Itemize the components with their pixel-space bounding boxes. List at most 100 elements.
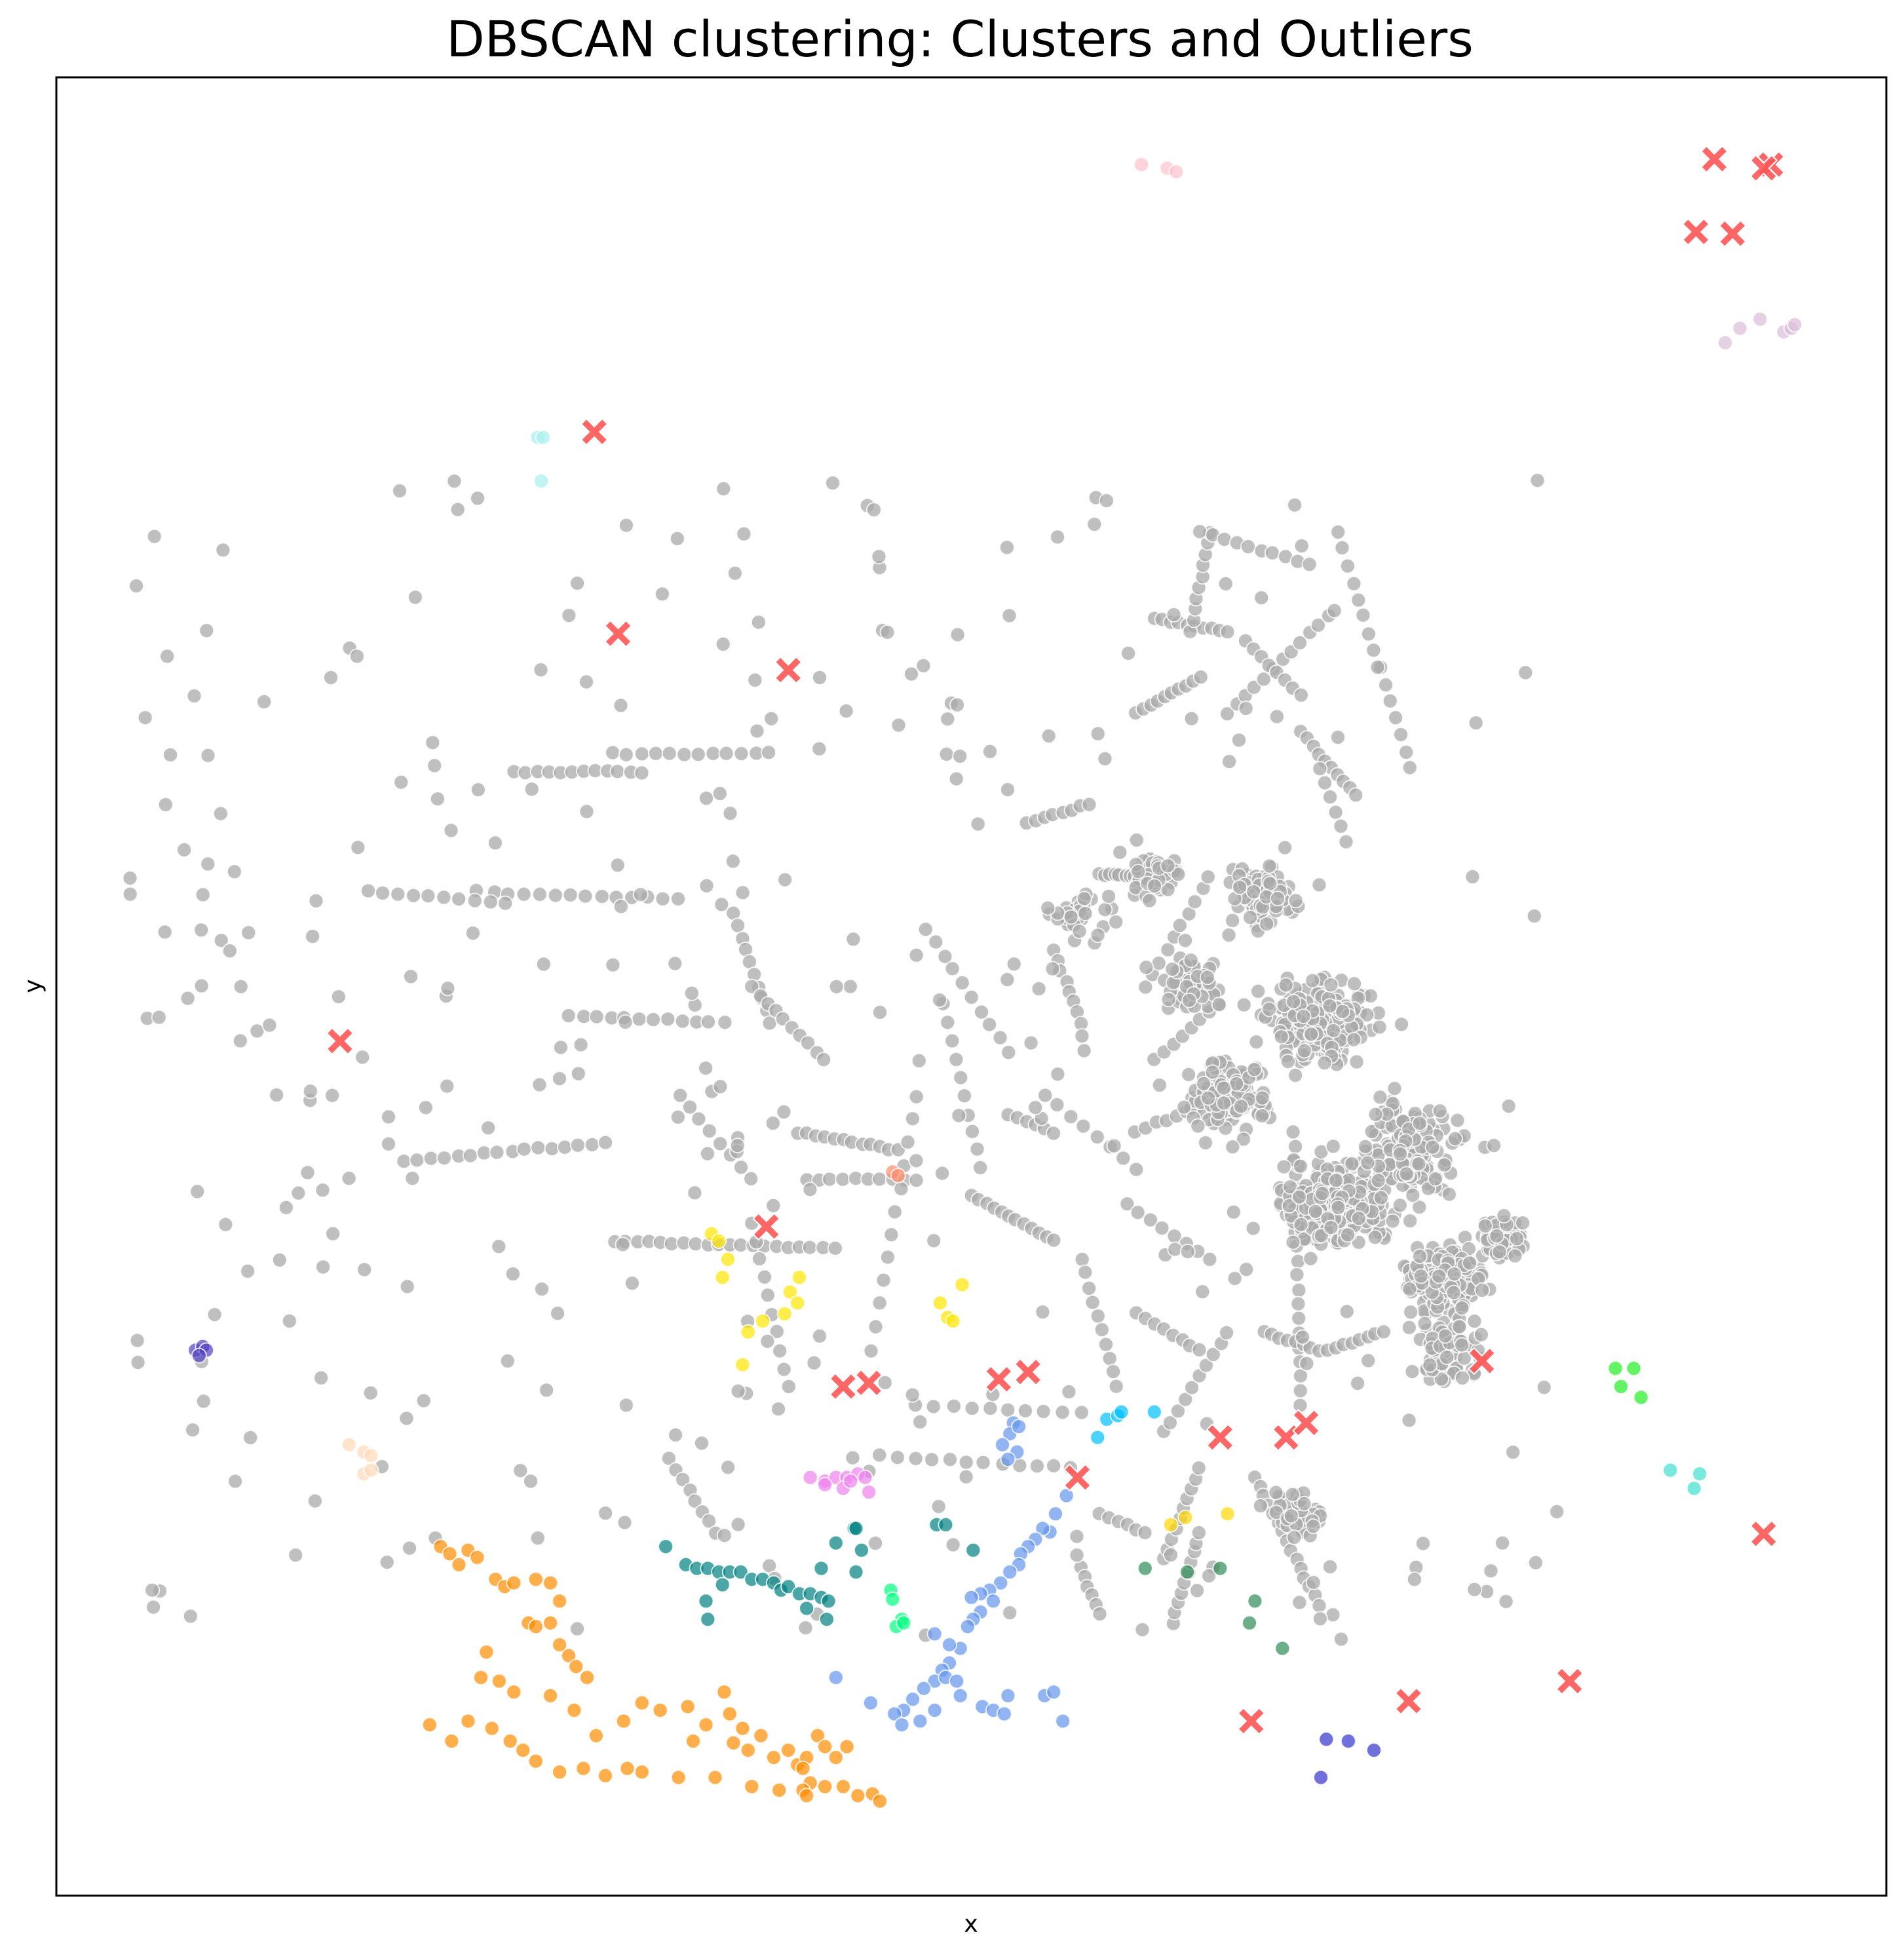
noise-point [1286,1529,1303,1546]
noise-point [594,889,610,905]
noise-point [1250,983,1266,999]
outlier-marker [1468,1347,1496,1375]
noise-point [1330,1199,1346,1216]
cluster-point-orange [502,1733,518,1750]
noise-point [705,745,721,761]
noise-point [1405,1187,1421,1203]
outlier-marker [1292,1409,1321,1437]
noise-point [307,1493,323,1509]
noise-point [398,1410,415,1427]
noise-point [893,1181,909,1197]
noise-point [661,745,677,761]
noise-point [470,490,486,507]
cluster-point-royalblue [926,1626,943,1642]
noise-point [1147,878,1163,894]
noise-point [670,891,686,907]
noise-point [730,1383,746,1399]
noise-point [1154,1220,1170,1236]
noise-point [1449,1112,1466,1128]
noise-point [1292,1158,1308,1174]
noise-point [605,744,621,761]
noise-point [867,1318,884,1335]
noise-point [1086,516,1103,533]
noise-point [443,822,459,839]
noise-point [189,1183,206,1200]
cluster-point-yellow [782,1284,798,1300]
noise-point [1291,1282,1307,1298]
noise-point [470,782,486,798]
noise-point [1411,1199,1428,1216]
noise-point [199,623,215,639]
noise-point [1268,708,1285,725]
noise-point [1330,729,1346,746]
noise-point [1094,1322,1110,1338]
noise-point [530,1140,546,1156]
noise-point [1451,1318,1468,1335]
noise-point [912,1414,928,1430]
noise-point [1436,1157,1453,1173]
noise-point [800,1035,816,1051]
noise-point [875,1272,892,1288]
noise-point [1276,1159,1292,1175]
noise-point [675,1472,691,1487]
cluster-point-orange [566,1702,582,1718]
noise-point [992,1029,1008,1046]
noise-point [1303,1250,1319,1267]
noise-point [480,1120,497,1136]
noise-point [193,978,210,994]
noise-point [1089,1129,1105,1145]
noise-point [866,502,882,518]
noise-point [842,978,858,995]
noise-point [1323,1219,1339,1236]
noise-point [763,710,780,727]
noise-point [617,1014,634,1030]
noise-point [240,925,257,941]
noise-point [185,1422,201,1438]
noise-point [1301,556,1318,573]
noise-point [1289,1267,1305,1283]
outlier-marker [752,1212,781,1241]
noise-point [1238,1261,1255,1278]
noise-point [1077,906,1094,921]
cluster-point-orange [799,1788,815,1804]
noise-point [1090,927,1106,944]
cluster-point-teal [848,1520,864,1537]
cluster-point-orange [634,1764,650,1780]
noise-point [730,1516,746,1533]
noise-point [634,765,650,781]
cluster-point-royalblue [1058,1487,1075,1504]
noise-point [1401,1281,1418,1297]
noise-point [1075,1118,1092,1134]
noise-point [1365,642,1382,659]
noise-point [577,888,594,904]
noise-point [261,1017,278,1033]
noise-point [1221,754,1238,770]
noise-point [588,1008,605,1025]
noise-point [523,1473,539,1489]
noise-point [1108,1378,1124,1394]
noise-point [687,1493,703,1509]
cluster-point-yellow [740,1324,756,1340]
noise-point [1507,1248,1523,1264]
noise-point [1035,1304,1051,1320]
noise-point [1431,1268,1447,1284]
cluster-point-teal [658,1539,674,1555]
noise-point [1292,634,1308,651]
noise-point [1549,1504,1565,1520]
noise-point [1090,1308,1106,1324]
cluster-point-teal [813,1560,829,1577]
noise-point [999,539,1015,556]
cluster-point-orange [725,1734,742,1751]
noise-point [1227,1271,1243,1287]
noise-point [715,636,731,652]
noise-point [1287,892,1304,909]
noise-point [429,791,446,807]
noise-point [682,1099,698,1115]
noise-point [313,1370,330,1386]
noise-point [871,1171,888,1187]
noise-point [1527,1554,1544,1571]
noise-point [1295,1329,1310,1345]
noise-point [550,1305,566,1322]
noise-point [877,1375,893,1391]
